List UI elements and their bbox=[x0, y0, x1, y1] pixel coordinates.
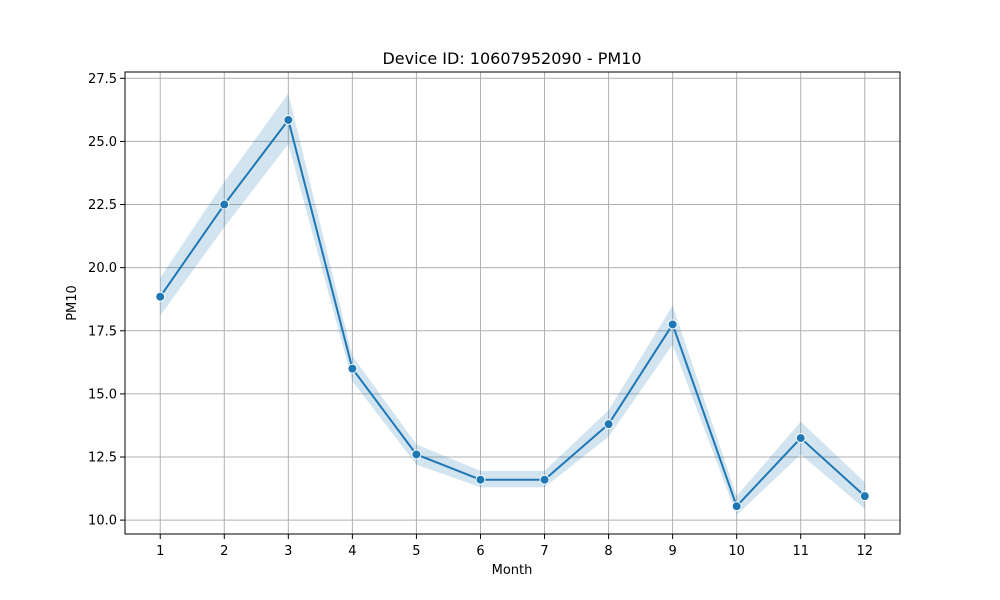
x-tick-label: 9 bbox=[668, 544, 676, 559]
chart-title: Device ID: 10607952090 - PM10 bbox=[382, 49, 641, 68]
x-tick-label: 11 bbox=[792, 544, 809, 559]
x-tick-label: 7 bbox=[540, 544, 548, 559]
x-tick-label: 10 bbox=[728, 544, 745, 559]
x-tick-label: 8 bbox=[604, 544, 612, 559]
data-point-month-7 bbox=[539, 474, 550, 485]
y-axis-label: PM10 bbox=[65, 285, 80, 321]
x-tick-label: 2 bbox=[220, 544, 228, 559]
data-point-month-5 bbox=[411, 449, 422, 460]
y-tick-label: 12.5 bbox=[88, 451, 117, 466]
series-line-layer bbox=[159, 118, 866, 508]
grid-lines bbox=[125, 72, 900, 534]
data-point-month-11 bbox=[795, 433, 806, 444]
y-axis-ticks: 10.0 12.5 15.0 17.5 20.0 22.5 25.0 27.5 bbox=[88, 72, 125, 529]
data-point-month-9 bbox=[667, 319, 678, 330]
x-axis-ticks: 1 2 3 4 5 6 7 8 9 10 11 12 bbox=[156, 534, 873, 559]
x-tick-label: 1 bbox=[156, 544, 164, 559]
x-axis-label: Month bbox=[492, 563, 533, 578]
series-line bbox=[159, 118, 866, 508]
data-point-month-10 bbox=[731, 501, 742, 512]
y-tick-label: 22.5 bbox=[88, 198, 117, 213]
y-tick-label: 25.0 bbox=[88, 135, 117, 150]
marker-layer bbox=[155, 114, 870, 512]
data-point-month-3 bbox=[283, 114, 294, 125]
y-tick-label: 15.0 bbox=[88, 387, 117, 402]
x-tick-label: 6 bbox=[476, 544, 484, 559]
y-tick-label: 27.5 bbox=[88, 72, 117, 87]
x-tick-label: 5 bbox=[412, 544, 420, 559]
plot-frame bbox=[124, 71, 901, 535]
y-tick-label: 20.0 bbox=[88, 261, 117, 276]
x-tick-label: 12 bbox=[856, 544, 873, 559]
data-point-month-12 bbox=[859, 491, 870, 502]
y-tick-label: 10.0 bbox=[88, 514, 117, 529]
data-point-month-8 bbox=[603, 419, 614, 430]
data-point-month-4 bbox=[347, 363, 358, 374]
x-tick-label: 4 bbox=[348, 544, 356, 559]
data-point-month-2 bbox=[219, 199, 230, 210]
data-point-month-6 bbox=[475, 474, 486, 485]
y-tick-label: 17.5 bbox=[88, 324, 117, 339]
data-point-month-1 bbox=[155, 291, 166, 302]
x-tick-label: 3 bbox=[284, 544, 292, 559]
